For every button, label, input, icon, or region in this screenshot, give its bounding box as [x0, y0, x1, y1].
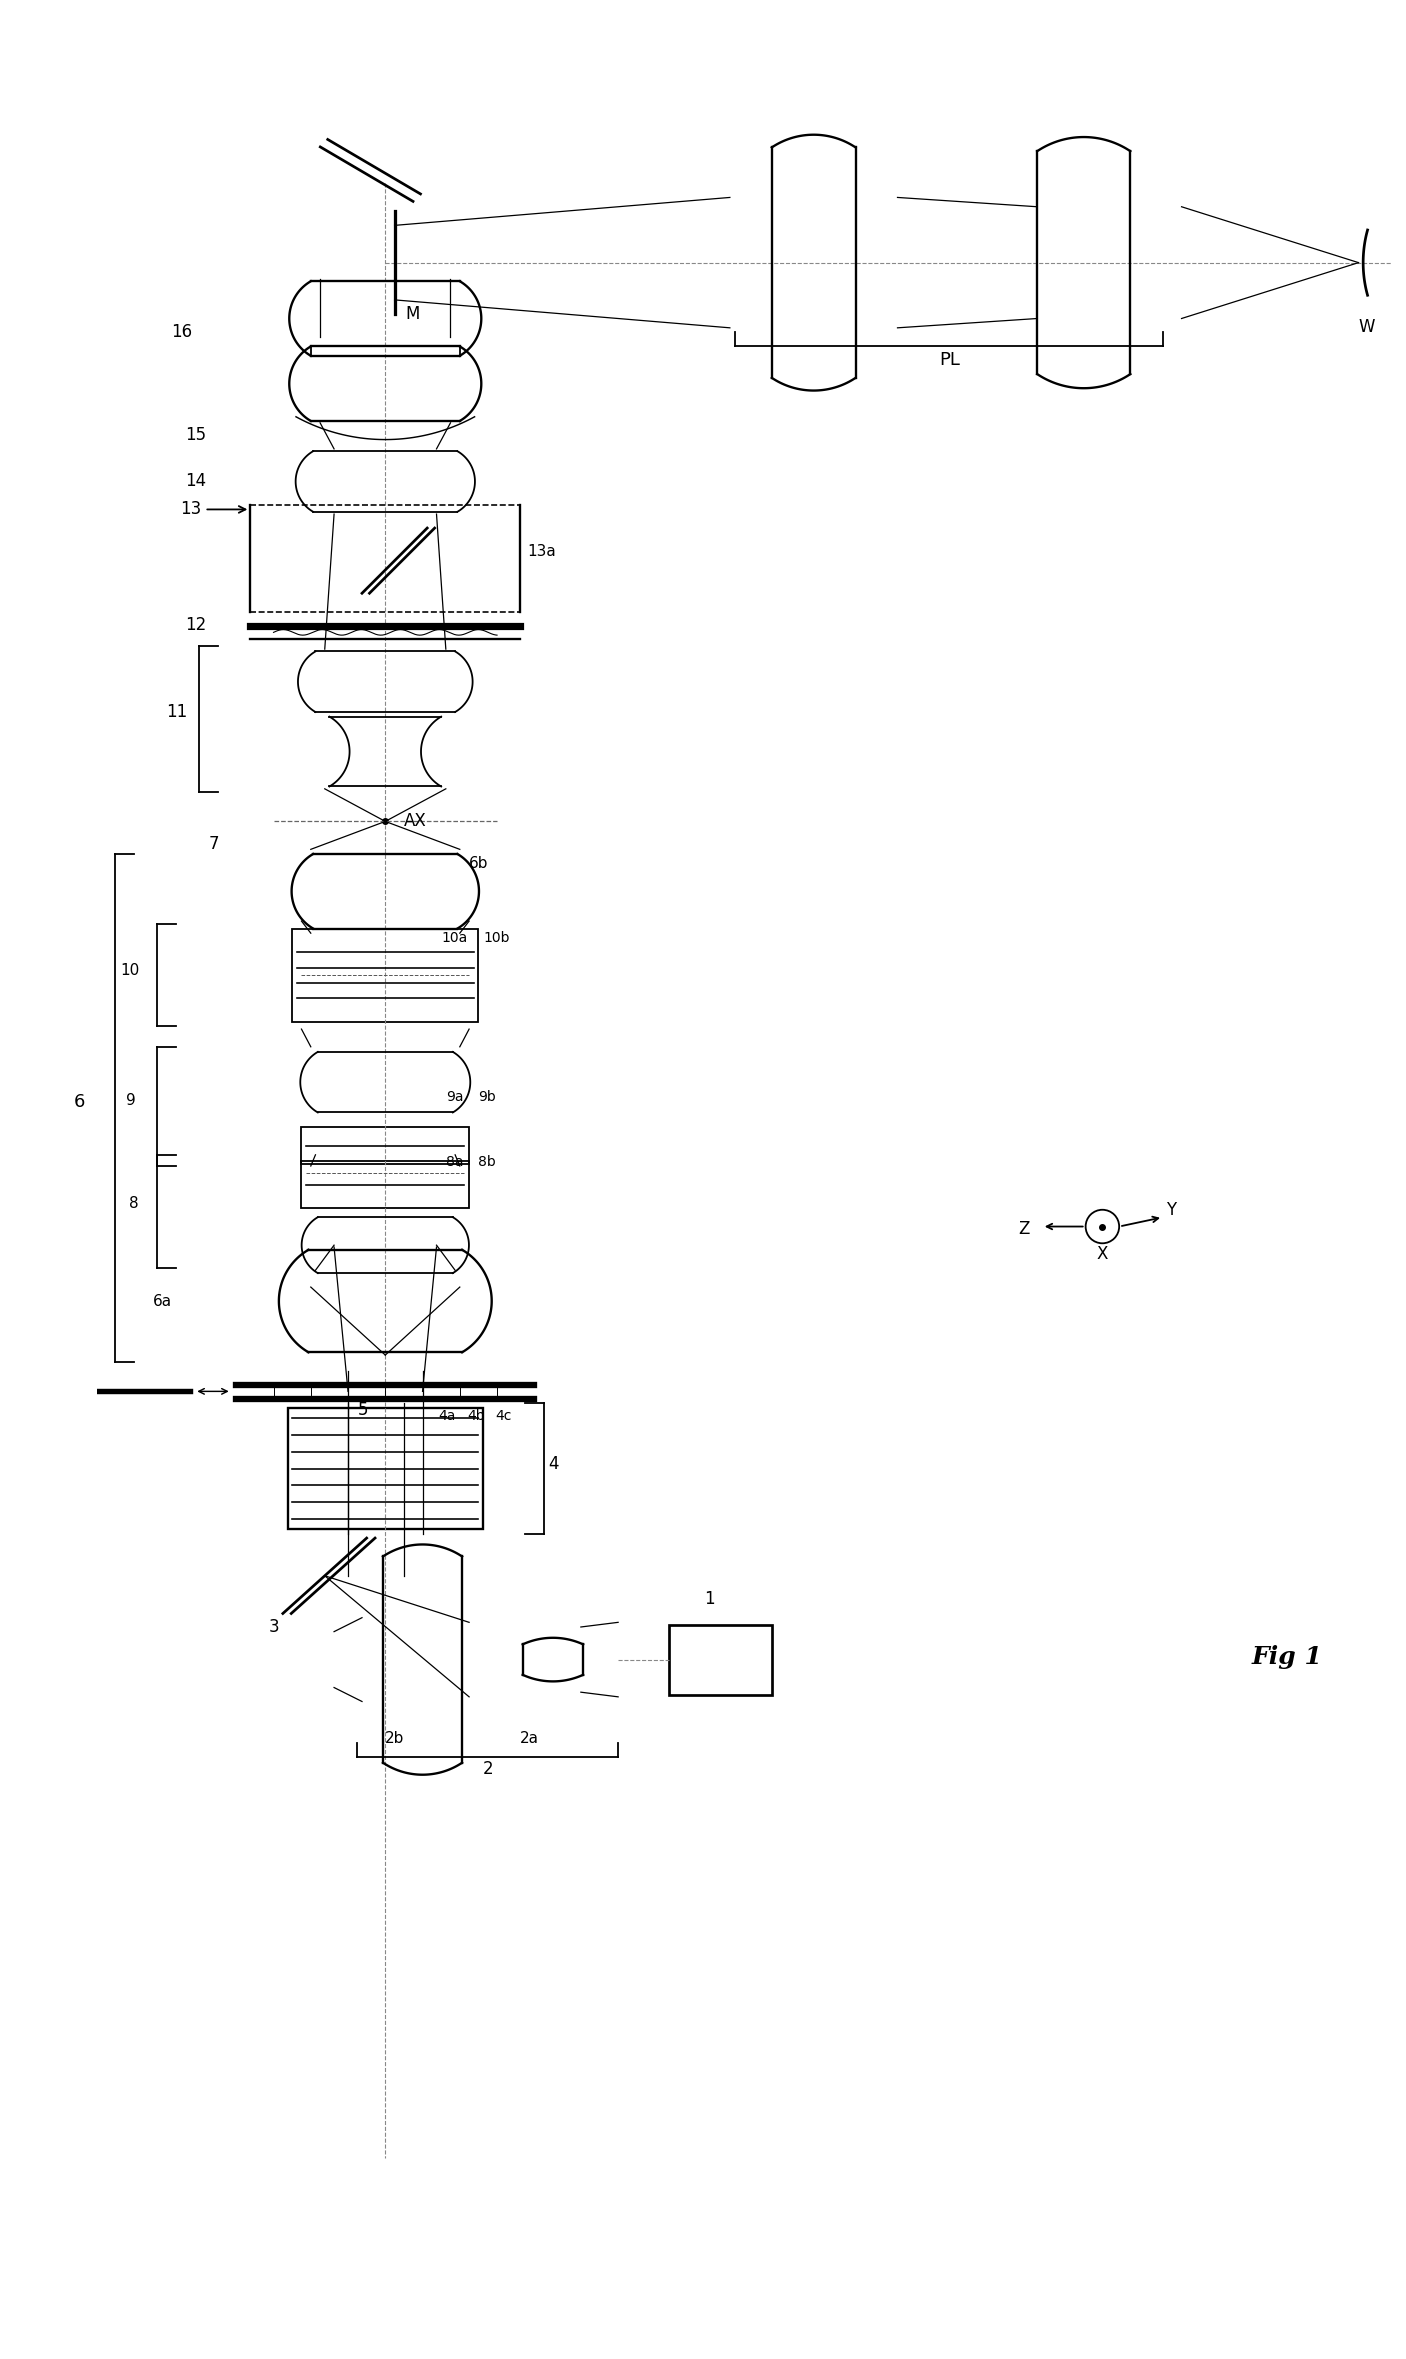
Text: X: X — [1097, 1246, 1108, 1262]
Bar — [292, 929, 478, 1021]
Bar — [301, 1161, 470, 1208]
Bar — [287, 1408, 484, 1529]
Text: 10b: 10b — [484, 932, 509, 946]
Text: 5: 5 — [357, 1401, 368, 1418]
Text: 2: 2 — [484, 1760, 494, 1779]
Text: 7: 7 — [208, 835, 219, 854]
Text: 6a: 6a — [152, 1293, 172, 1309]
Text: 9a: 9a — [446, 1090, 464, 1104]
Text: Fig 1: Fig 1 — [1251, 1644, 1322, 1670]
Text: W: W — [1358, 318, 1375, 337]
Text: 15: 15 — [186, 425, 207, 443]
Text: 12: 12 — [186, 616, 207, 635]
Text: 2b: 2b — [385, 1732, 405, 1746]
Text: 10a: 10a — [441, 932, 467, 946]
Text: 10: 10 — [120, 962, 139, 979]
Text: 13a: 13a — [527, 545, 557, 559]
Text: 6: 6 — [73, 1092, 84, 1111]
Text: Y: Y — [1166, 1201, 1175, 1220]
Text: 6b: 6b — [470, 856, 489, 870]
Text: 4a: 4a — [439, 1408, 456, 1422]
Text: 13: 13 — [180, 500, 246, 519]
Text: 2a: 2a — [520, 1732, 540, 1746]
Text: Z: Z — [1018, 1220, 1031, 1238]
Text: M: M — [406, 304, 420, 323]
Bar — [301, 1128, 470, 1163]
Text: 4c: 4c — [495, 1408, 512, 1422]
Text: 4: 4 — [548, 1456, 558, 1472]
Text: 11: 11 — [166, 703, 187, 719]
Text: 1: 1 — [704, 1590, 714, 1609]
Text: 3: 3 — [269, 1618, 280, 1635]
Text: 16: 16 — [172, 323, 193, 342]
Text: 9: 9 — [127, 1095, 136, 1109]
Text: 8: 8 — [129, 1196, 139, 1210]
Text: AX: AX — [404, 811, 426, 830]
Bar — [669, 1625, 772, 1694]
Text: PL: PL — [939, 351, 960, 368]
Text: 4b: 4b — [467, 1408, 485, 1422]
Text: 14: 14 — [186, 472, 207, 491]
Text: 8b: 8b — [478, 1156, 496, 1170]
Text: 9b: 9b — [478, 1090, 496, 1104]
Text: 8a: 8a — [446, 1156, 464, 1170]
